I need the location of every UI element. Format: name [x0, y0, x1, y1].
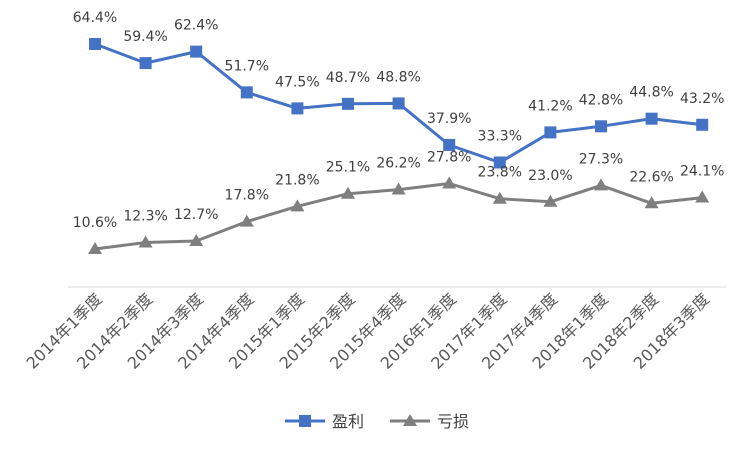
- data-label-s1-1: 12.3%: [123, 209, 167, 225]
- data-label-s1-12: 24.1%: [680, 164, 724, 180]
- marker-s0-11: [645, 112, 658, 125]
- legend: 盈利 亏损: [285, 412, 469, 431]
- legend-marker-0: [299, 415, 311, 427]
- marker-s1-9: [543, 194, 558, 207]
- marker-s0-6: [392, 97, 405, 110]
- series-markers: [88, 38, 710, 254]
- marker-s1-12: [695, 190, 710, 203]
- data-label-s0-4: 47.5%: [275, 74, 319, 90]
- marker-s0-3: [240, 86, 253, 99]
- marker-s1-3: [239, 214, 254, 227]
- data-label-s1-3: 17.8%: [225, 188, 269, 204]
- marker-s1-5: [341, 186, 355, 199]
- data-label-s0-12: 43.2%: [680, 91, 724, 107]
- marker-s1-7: [442, 176, 457, 189]
- data-label-s1-0: 10.6%: [73, 215, 117, 231]
- data-label-s0-7: 37.9%: [427, 111, 471, 127]
- legend-label-0: 盈利: [332, 412, 364, 431]
- marker-s1-6: [391, 182, 406, 195]
- marker-s0-8: [493, 156, 506, 169]
- data-label-s0-9: 41.2%: [528, 98, 572, 114]
- data-label-s0-8: 33.3%: [478, 129, 522, 145]
- data-label-s0-3: 51.7%: [225, 58, 269, 74]
- marker-s1-8: [492, 191, 507, 204]
- marker-s1-11: [644, 196, 659, 209]
- marker-s0-4: [291, 102, 304, 115]
- data-label-s1-9: 23.0%: [528, 168, 572, 184]
- marker-s0-7: [443, 138, 456, 151]
- data-label-s1-4: 21.8%: [275, 172, 319, 188]
- marker-s0-12: [696, 118, 709, 131]
- marker-s1-4: [290, 199, 305, 212]
- data-label-s0-10: 42.8%: [579, 92, 623, 108]
- marker-s0-9: [544, 126, 557, 139]
- data-label-s1-7: 27.8%: [427, 149, 471, 165]
- x-tick-labels: 2014年1季度2014年2季度2014年3季度2014年4季度2015年1季度…: [22, 289, 713, 372]
- marker-s1-1: [138, 235, 153, 248]
- data-label-s0-2: 62.4%: [174, 18, 218, 34]
- data-label-s1-5: 25.1%: [326, 160, 370, 176]
- data-label-s1-2: 12.7%: [174, 207, 218, 223]
- data-label-s1-8: 23.8%: [478, 165, 522, 181]
- marker-s1-10: [594, 178, 608, 191]
- legend-label-1: 亏损: [437, 412, 469, 431]
- data-label-s0-0: 64.4%: [73, 10, 117, 26]
- legend-marker-1: [403, 414, 417, 426]
- marker-s0-2: [190, 45, 203, 58]
- marker-s0-10: [595, 120, 607, 133]
- data-label-s1-10: 27.3%: [579, 151, 623, 167]
- data-labels: 64.4% 59.4% 62.4% 51.7% 47.5% 48.7% 48.8% 37.9%…: [73, 10, 725, 231]
- data-label-s0-6: 48.8%: [376, 69, 420, 85]
- marker-s1-2: [189, 233, 204, 246]
- data-label-s0-5: 48.7%: [326, 70, 370, 86]
- data-label-s1-6: 26.2%: [376, 156, 420, 172]
- marker-s0-1: [139, 57, 152, 70]
- data-label-s0-1: 59.4%: [123, 29, 167, 45]
- marker-s0-0: [89, 38, 101, 50]
- marker-s1-0: [88, 242, 102, 254]
- data-label-s0-11: 44.8%: [629, 85, 673, 101]
- data-label-s1-11: 22.6%: [629, 169, 673, 185]
- marker-s0-5: [342, 97, 354, 110]
